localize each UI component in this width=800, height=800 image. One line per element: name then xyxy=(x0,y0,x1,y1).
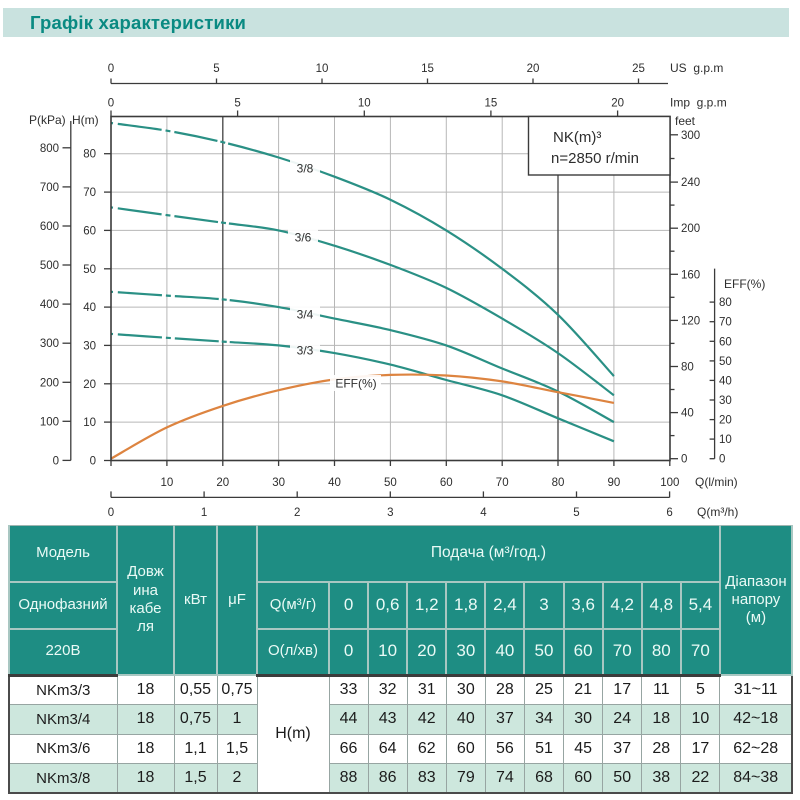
svg-text:10: 10 xyxy=(719,434,732,446)
svg-text:120: 120 xyxy=(681,315,700,327)
svg-text:3/6: 3/6 xyxy=(295,231,312,245)
svg-text:4: 4 xyxy=(480,507,487,519)
svg-text:500: 500 xyxy=(40,260,59,272)
svg-text:50: 50 xyxy=(719,356,732,368)
svg-text:0: 0 xyxy=(719,454,725,466)
svg-text:20: 20 xyxy=(611,98,624,110)
svg-text:Q(l/min): Q(l/min) xyxy=(695,475,738,489)
svg-text:40: 40 xyxy=(719,375,732,387)
svg-text:40: 40 xyxy=(681,408,694,420)
svg-text:70: 70 xyxy=(83,187,96,199)
svg-text:100: 100 xyxy=(660,477,679,489)
svg-text:3/4: 3/4 xyxy=(297,308,314,322)
svg-text:50: 50 xyxy=(83,264,96,276)
svg-text:10: 10 xyxy=(316,63,329,75)
svg-text:25: 25 xyxy=(632,63,645,75)
svg-text:US g.p.m: US g.p.m xyxy=(670,61,723,75)
svg-text:300: 300 xyxy=(40,338,59,350)
svg-text:0: 0 xyxy=(108,63,114,75)
svg-text:5: 5 xyxy=(234,98,240,110)
svg-text:400: 400 xyxy=(40,299,59,311)
svg-text:80: 80 xyxy=(552,477,565,489)
svg-text:240: 240 xyxy=(681,177,700,189)
svg-text:H(m): H(m) xyxy=(72,113,99,127)
svg-text:2: 2 xyxy=(294,507,300,519)
svg-text:10: 10 xyxy=(161,477,174,489)
svg-text:70: 70 xyxy=(719,317,732,329)
svg-text:160: 160 xyxy=(681,269,700,281)
svg-text:30: 30 xyxy=(272,477,285,489)
svg-text:80: 80 xyxy=(83,149,96,161)
svg-text:0: 0 xyxy=(90,456,96,468)
svg-text:40: 40 xyxy=(328,477,341,489)
svg-text:3/3: 3/3 xyxy=(297,344,314,358)
svg-text:20: 20 xyxy=(527,63,540,75)
svg-text:60: 60 xyxy=(83,225,96,237)
svg-text:30: 30 xyxy=(83,340,96,352)
svg-text:3: 3 xyxy=(387,507,393,519)
svg-text:Q(m³/h): Q(m³/h) xyxy=(697,505,738,519)
svg-text:30: 30 xyxy=(719,395,732,407)
svg-text:700: 700 xyxy=(40,182,59,194)
svg-text:200: 200 xyxy=(681,223,700,235)
svg-text:feet: feet xyxy=(675,114,696,128)
svg-text:200: 200 xyxy=(40,377,59,389)
svg-text:20: 20 xyxy=(83,379,96,391)
svg-text:0: 0 xyxy=(681,454,687,466)
svg-text:EFF(%): EFF(%) xyxy=(335,377,376,391)
svg-text:90: 90 xyxy=(608,477,621,489)
svg-text:20: 20 xyxy=(216,477,229,489)
svg-text:n=2850 r/min: n=2850 r/min xyxy=(551,150,639,167)
svg-text:100: 100 xyxy=(40,416,59,428)
svg-text:800: 800 xyxy=(40,143,59,155)
svg-text:20: 20 xyxy=(719,415,732,427)
svg-text:600: 600 xyxy=(40,221,59,233)
svg-text:15: 15 xyxy=(421,63,434,75)
svg-text:40: 40 xyxy=(83,302,96,314)
svg-text:60: 60 xyxy=(719,336,732,348)
svg-text:Imp g.p.m: Imp g.p.m xyxy=(670,96,727,110)
svg-text:10: 10 xyxy=(358,98,371,110)
svg-text:0: 0 xyxy=(53,455,59,467)
svg-text:300: 300 xyxy=(681,130,700,142)
svg-text:80: 80 xyxy=(681,362,694,374)
svg-text:60: 60 xyxy=(440,477,453,489)
svg-text:1: 1 xyxy=(201,507,207,519)
svg-text:EFF(%): EFF(%) xyxy=(724,277,765,291)
svg-text:10: 10 xyxy=(83,417,96,429)
svg-text:NK(m)³: NK(m)³ xyxy=(553,129,601,146)
svg-text:P(kPa): P(kPa) xyxy=(29,113,66,127)
svg-text:0: 0 xyxy=(108,98,114,110)
svg-text:70: 70 xyxy=(496,477,509,489)
svg-text:15: 15 xyxy=(485,98,498,110)
svg-text:50: 50 xyxy=(384,477,397,489)
svg-text:0: 0 xyxy=(108,507,114,519)
svg-text:5: 5 xyxy=(213,63,219,75)
svg-text:80: 80 xyxy=(719,297,732,309)
svg-text:6: 6 xyxy=(666,507,672,519)
svg-text:5: 5 xyxy=(573,507,579,519)
svg-text:3/8: 3/8 xyxy=(297,162,314,176)
